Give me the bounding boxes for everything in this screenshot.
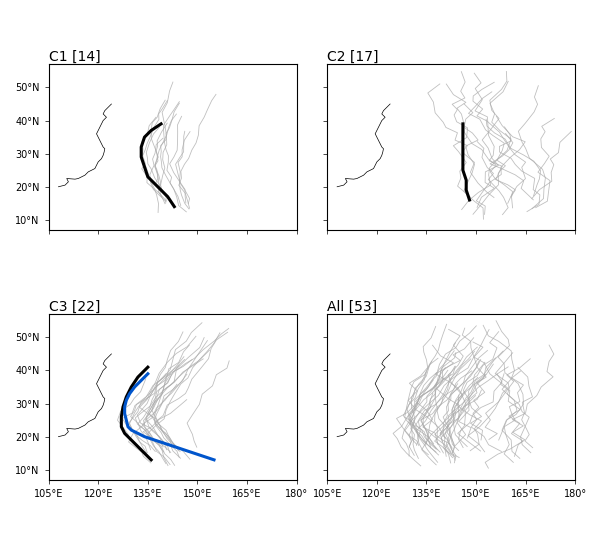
Text: C1 [14]: C1 [14] [49, 50, 100, 64]
Text: C2 [17]: C2 [17] [327, 50, 379, 64]
Text: All [53]: All [53] [327, 300, 377, 314]
Text: C3 [22]: C3 [22] [49, 300, 100, 314]
